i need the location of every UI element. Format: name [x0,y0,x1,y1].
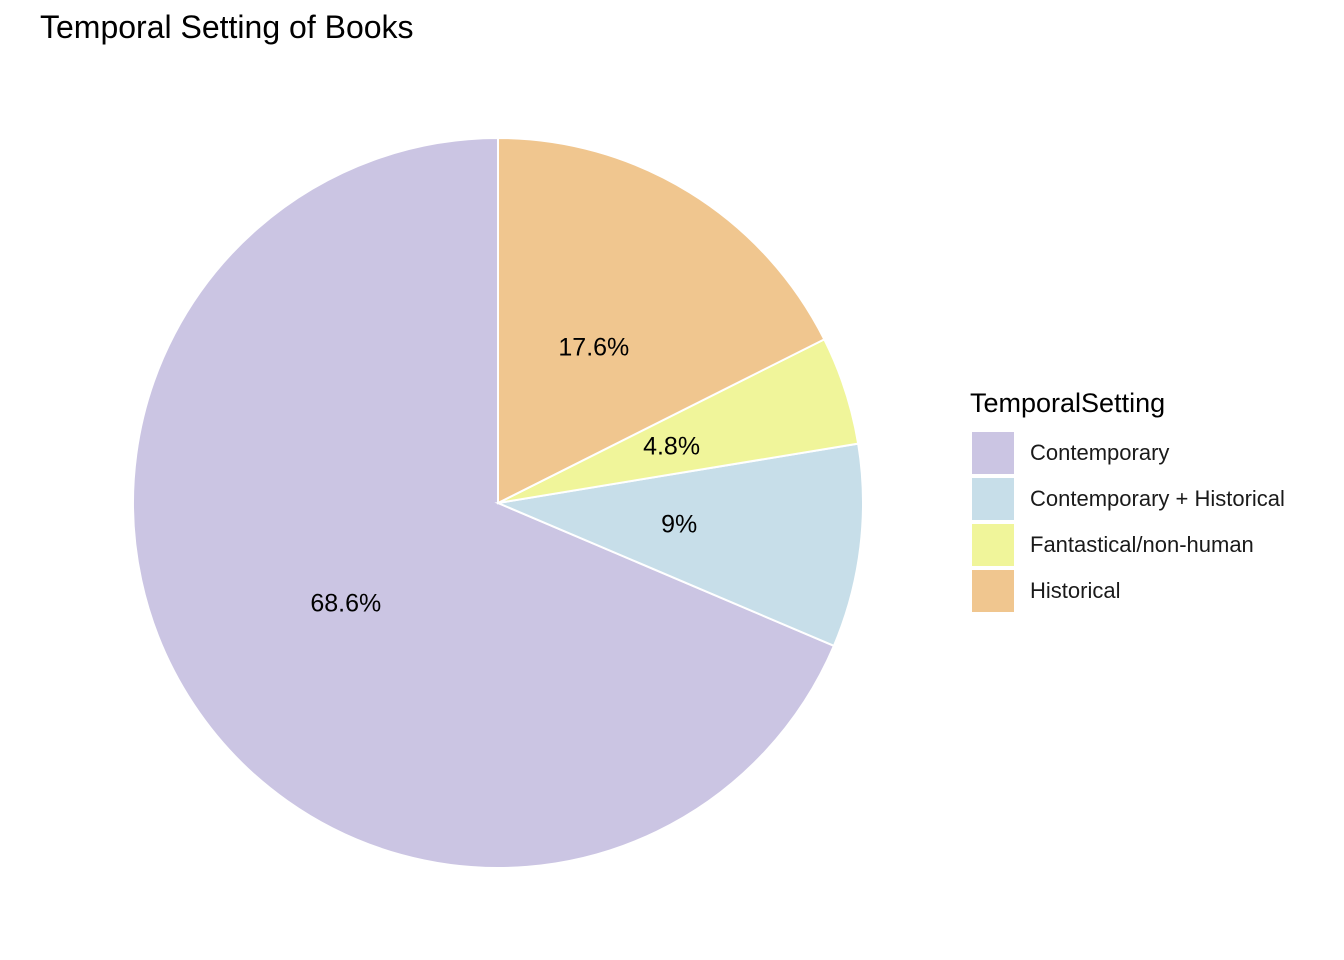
slice-label-contemporary: 68.6% [310,590,381,618]
legend-label-contemporary-historical: Contemporary + Historical [1030,486,1285,511]
slice-label-historical: 17.6% [558,334,629,362]
legend-item-fantastical-non-human: Fantastical/non-human [970,522,1285,568]
legend-title: TemporalSetting [970,388,1166,418]
legend-key-contemporary [972,432,1014,474]
legend-key-fantastical-non-human [972,524,1014,566]
legend-item-contemporary: Contemporary [970,430,1285,476]
legend-item-historical: Historical [970,568,1285,614]
pie-slice-contemporary-historical [494,442,864,648]
legend-label-fantastical-non-human: Fantastical/non-human [1030,532,1254,557]
legend: TemporalSetting Contemporary Contemporary… [970,388,1285,614]
legend-key-contemporary-historical [972,478,1014,520]
legend-key-historical [972,570,1014,612]
pie-slices [132,136,864,869]
pie-slice-historical [497,136,826,505]
chart-title: Temporal Setting of Books [40,9,414,45]
slice-label-contemporary-historical: 9% [661,511,697,539]
slice-label-fantastical-non-human: 4.8% [643,433,700,461]
legend-item-contemporary-historical: Contemporary + Historical [970,476,1285,522]
legend-label-contemporary: Contemporary [1030,440,1170,465]
legend-items: Contemporary Contemporary + Historical Fan… [970,430,1285,614]
pie-slice-contemporary [132,136,836,869]
pie-slice-labels: 68.6% 9% 4.8% 17.6% [310,334,700,618]
legend-label-historical: Historical [1030,578,1121,603]
